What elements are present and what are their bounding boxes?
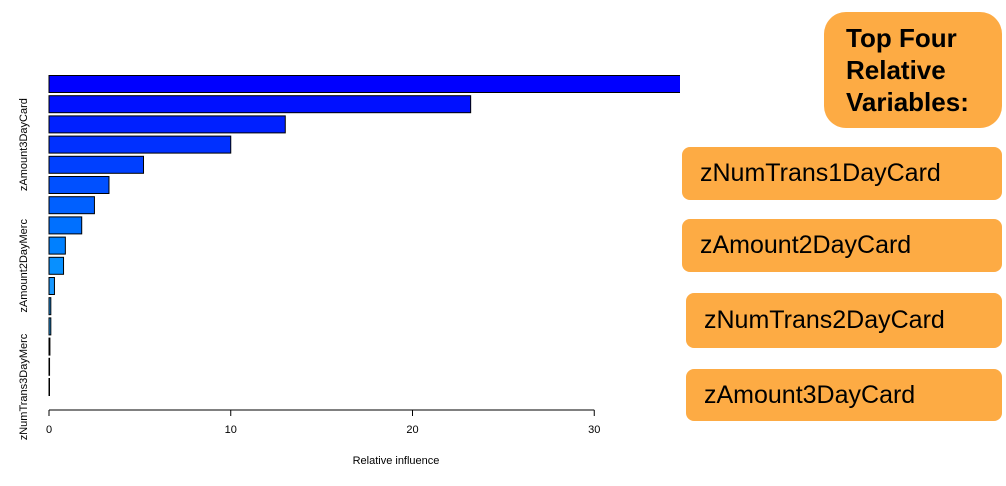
y-tick-label: zAmount2DayMerc (18, 219, 30, 313)
bar (48, 135, 232, 154)
bar (48, 155, 145, 174)
bar (48, 196, 95, 215)
x-axis-label: Relative influence (353, 455, 440, 467)
bar (48, 95, 472, 114)
callout-item: zNumTrans2DayCard (686, 293, 1002, 348)
chart: Relative influence 0 10 20 30 zAmount3DayCar… (18, 75, 680, 467)
x-tick-label: 0 (46, 424, 52, 436)
bar (48, 277, 55, 295)
callout-item: zNumTrans1DayCard (682, 147, 1002, 200)
callout-item: zAmount3DayCard (686, 369, 1002, 421)
callout-item: zAmount2DayCard (682, 219, 1002, 272)
y-tick-label: zAmount3DayCard (18, 98, 30, 191)
bar (48, 176, 110, 194)
bar (48, 317, 52, 336)
callout-title: Top Four Relative Variables: (824, 12, 1002, 128)
x-tick-label: 20 (406, 424, 418, 436)
bar (48, 75, 680, 93)
x-tick-label: 10 (225, 424, 237, 436)
bar (48, 236, 66, 255)
y-tick-label: zNumTrans3DayMerc (18, 333, 30, 440)
bar (48, 297, 52, 316)
x-tick-label: 30 (588, 424, 600, 436)
bar (48, 115, 286, 134)
bar (48, 357, 51, 376)
bar (48, 337, 51, 356)
bar (48, 216, 83, 235)
bar (48, 256, 65, 275)
bar (48, 378, 50, 396)
